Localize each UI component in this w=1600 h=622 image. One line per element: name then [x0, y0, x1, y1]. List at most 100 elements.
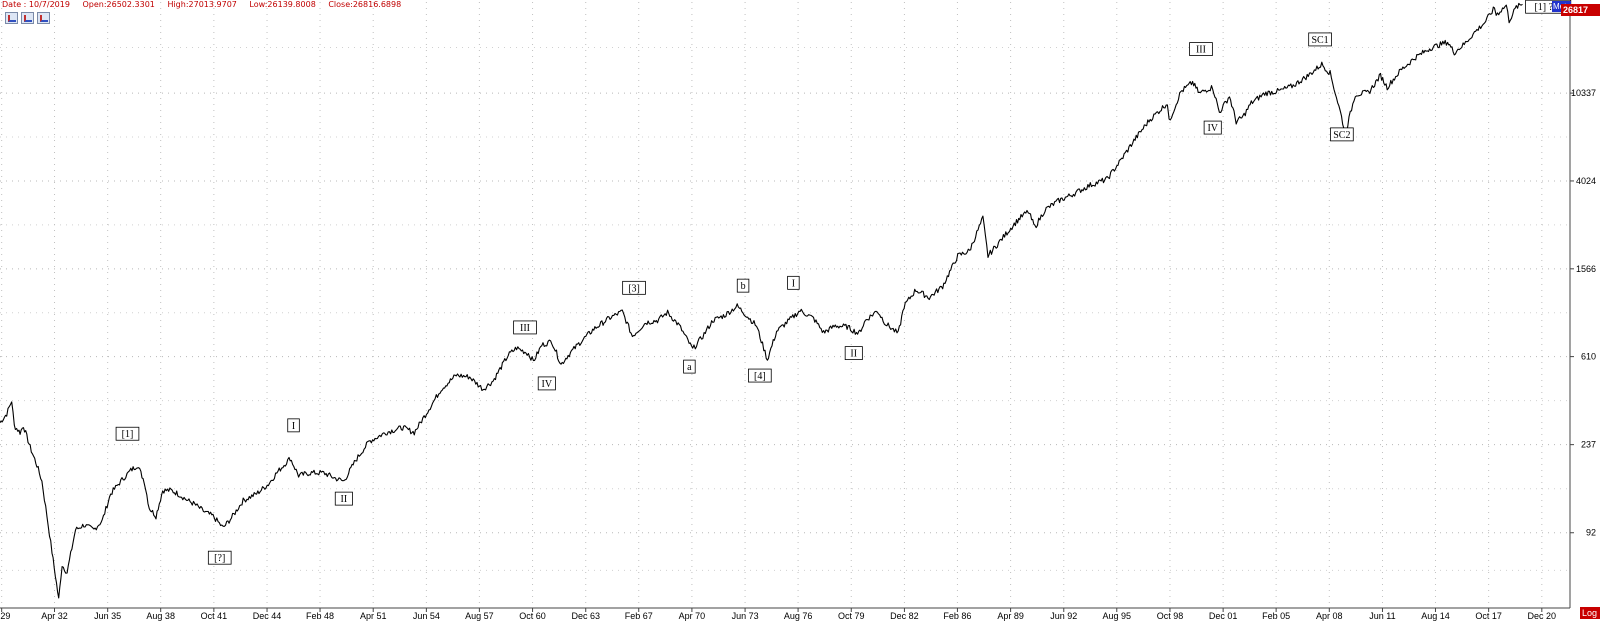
log-scale-toggle[interactable]: Log [1580, 607, 1600, 619]
wave-label-box [1203, 120, 1222, 135]
wave-label: [3] [622, 280, 646, 295]
time-tick-label: Apr 32 [41, 611, 68, 621]
wave-label: I [287, 418, 300, 433]
wave-label-box [287, 418, 300, 433]
wave-label-box [1308, 32, 1332, 47]
ohlc-readout: Date : 10/7/2019 Open:26502.3301 High:27… [2, 0, 411, 9]
open-readout: Open:26502.3301 [82, 0, 155, 9]
price-line [0, 2, 1523, 599]
wave-label-text: IV [542, 379, 553, 390]
time-tick-label: Feb 48 [306, 611, 334, 621]
time-tick-label: Feb 86 [943, 611, 971, 621]
price-tick-label: 610 [1581, 352, 1596, 362]
wave-label: a [683, 359, 696, 374]
wave-label-text: II [341, 494, 348, 505]
time-tick-label: Apr 08 [1316, 611, 1343, 621]
wave-label-box [513, 320, 537, 335]
wave-label: IV [537, 376, 556, 391]
wave-label: I [787, 275, 800, 290]
wave-label: II [844, 346, 863, 361]
wave-label-text: I [792, 278, 795, 289]
wave-label: [1] [115, 426, 140, 441]
wave-label: SC1 [1308, 32, 1332, 47]
time-tick-label: Apr 51 [360, 611, 387, 621]
wave-label-text: [?] [214, 553, 225, 564]
last-price-tag: 26817 [1561, 4, 1600, 16]
wave-label-text: [1] [122, 429, 134, 440]
time-tick-label: Feb 67 [625, 611, 653, 621]
wave-label-text: IV [1207, 123, 1218, 134]
wave-label: SC2 [1330, 127, 1354, 142]
wave-label-box [683, 359, 696, 374]
wave-label-box [622, 280, 646, 295]
time-tick-label: Aug 14 [1421, 611, 1450, 621]
time-tick-label: Dec 44 [253, 611, 282, 621]
chart-icon[interactable] [21, 12, 34, 24]
time-tick-label: Oct 41 [201, 611, 228, 621]
wave-label-text: [3] [628, 283, 640, 294]
price-tick-label: 1566 [1576, 264, 1596, 274]
time-tick-label: Jun 11 [1369, 611, 1395, 621]
wave-label-box [736, 278, 750, 293]
wave-label-box [844, 346, 863, 361]
time-tick-label: Dec 20 [1528, 611, 1557, 621]
time-tick-label: Aug 38 [146, 611, 175, 621]
low-readout: Low:26139.8008 [249, 0, 316, 9]
time-tick-label: Oct 60 [519, 611, 546, 621]
time-tick-label: Aug 76 [784, 611, 813, 621]
wave-label-box [787, 275, 800, 290]
wave-label-box [207, 550, 232, 565]
high-readout: High:27013.9707 [167, 0, 237, 9]
wave-label-box [334, 491, 353, 506]
time-tick-label: Jun 92 [1050, 611, 1077, 621]
time-tick-label: Apr 89 [997, 611, 1024, 621]
wave-label: IV [1203, 120, 1222, 135]
wave-label: [4] [748, 368, 772, 383]
time-tick-label: Jun 54 [413, 611, 440, 621]
wave-label: II [334, 491, 353, 506]
price-tick-label: 10337 [1571, 88, 1596, 98]
wave-label: b [736, 278, 750, 293]
wave-label-box [115, 426, 140, 441]
price-series [0, 2, 1523, 599]
price-axis: 92 237 610 1566 4024 10337 [1570, 88, 1596, 538]
wave-label-text: SC1 [1311, 35, 1328, 46]
time-tick-label: Aug 57 [465, 611, 494, 621]
wave-label-text: III [1196, 45, 1206, 56]
time-tick-label: Dec 82 [890, 611, 919, 621]
chart-icon[interactable] [5, 12, 18, 24]
wave-label-text: SC2 [1333, 130, 1350, 141]
time-axis: b 29 Apr 32 Jun 35 Aug 38 Oct 41 Dec 44 Feb 48… [0, 608, 1556, 621]
wave-label-box [748, 368, 772, 383]
wave-label-text: b [741, 281, 746, 292]
wave-label-text: [4] [754, 371, 766, 382]
time-tick-label: Apr 70 [679, 611, 706, 621]
wave-label-box [1330, 127, 1354, 142]
wave-label-text: I [292, 421, 295, 432]
time-tick-label: Aug 95 [1103, 611, 1132, 621]
time-tick-label: Oct 79 [838, 611, 865, 621]
time-tick-label: Jun 73 [732, 611, 759, 621]
wave-label-text: III [520, 323, 530, 334]
date-readout: Date : 10/7/2019 [2, 0, 70, 9]
wave-label-box [537, 376, 556, 391]
wave-labels: [1][?]IIIIIIIV[3]ab[4]IIIIIIIVSC1SC2[1] … [115, 0, 1572, 565]
chart-grid [0, 2, 1570, 608]
time-tick-label: Feb 05 [1262, 611, 1290, 621]
wave-label: III [1189, 42, 1213, 56]
close-readout: Close:26816.6898 [328, 0, 402, 9]
time-tick-label: Oct 17 [1475, 611, 1502, 621]
wave-label: III [513, 320, 537, 335]
wave-label-text: [1] ??? [1534, 2, 1562, 13]
price-tick-label: 92 [1586, 528, 1596, 538]
price-tick-label: 237 [1581, 440, 1596, 450]
time-tick-label: Dec 01 [1209, 611, 1238, 621]
wave-label-text: II [850, 349, 857, 360]
chart-icon[interactable] [37, 12, 50, 24]
time-tick-label: Jun 35 [94, 611, 121, 621]
time-tick-label: Dec 63 [571, 611, 600, 621]
wave-label: [?] [207, 550, 232, 565]
wave-label-box [1189, 42, 1213, 56]
chart-toolbar [5, 12, 50, 24]
